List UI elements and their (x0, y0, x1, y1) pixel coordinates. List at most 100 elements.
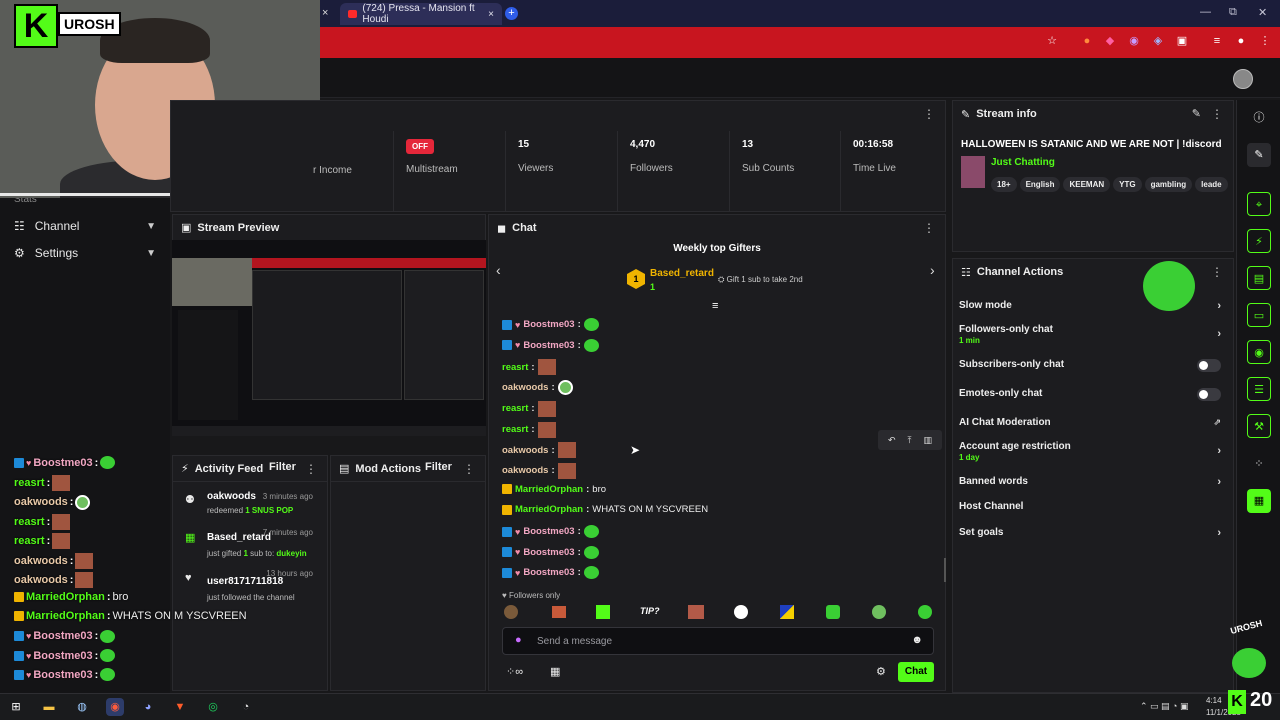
activity-user[interactable]: user8171711818 (207, 576, 284, 587)
emote-button[interactable] (596, 605, 610, 619)
list-icon[interactable]: ☰ (1247, 377, 1271, 401)
chat-scrollbar[interactable] (944, 558, 946, 582)
emote-button[interactable] (552, 606, 566, 618)
discord-icon[interactable]: ◕ (144, 701, 152, 713)
spotify-icon[interactable]: ◎ (208, 701, 218, 713)
stream-preview-video[interactable] (172, 240, 486, 436)
emote-button[interactable]: TIP? (640, 606, 660, 616)
send-chat-button[interactable]: Chat (898, 662, 934, 682)
sidebar-item-settings[interactable]: ⚙ Settings ▼ (0, 240, 168, 266)
document-icon[interactable]: ▤ (1247, 266, 1271, 290)
menu-icon[interactable]: ⋮ (1259, 35, 1271, 47)
media-icon[interactable]: ≡ (1213, 35, 1221, 47)
chevron-left-icon[interactable]: ‹ (496, 262, 501, 278)
broadcast-icon[interactable]: ◉ (1247, 340, 1271, 364)
info-icon[interactable]: ⓘ (1253, 112, 1265, 124)
pin-icon[interactable]: ⤒ (907, 434, 912, 445)
restore-icon[interactable]: ⧉ (1229, 6, 1237, 18)
emote-button[interactable] (504, 605, 518, 619)
chat-username[interactable]: Boostme03 (523, 567, 575, 579)
action-followers-only[interactable]: Followers-only chat 1 min › (959, 324, 1227, 345)
gift-icon[interactable]: ▦ (550, 666, 561, 678)
stream-category[interactable]: Just Chatting (991, 157, 1055, 168)
tab-close-icon[interactable]: × (488, 8, 494, 20)
tag[interactable]: 18+ (991, 177, 1017, 192)
extension-icon[interactable]: ● (1083, 35, 1091, 47)
windows-start-icon[interactable]: ⊞ (11, 701, 21, 713)
extension-icon[interactable]: ◉ (1129, 35, 1139, 47)
clapper-icon[interactable]: ▦ (1247, 489, 1271, 513)
minimize-icon[interactable]: — (1200, 6, 1211, 18)
emotes-only-toggle[interactable] (1197, 388, 1221, 401)
chat-username[interactable]: reasrt (502, 424, 529, 435)
tag[interactable]: leade (1195, 177, 1228, 192)
window-close-icon[interactable]: ✕ (1258, 7, 1268, 19)
tag[interactable]: English (1019, 177, 1061, 192)
emoji-icon[interactable]: ☻ (911, 634, 923, 646)
chat-username[interactable]: Boostme03 (523, 546, 575, 558)
more-icon[interactable]: ⋮ (463, 462, 475, 476)
status-badge[interactable]: OFF (406, 139, 434, 154)
chrome-icon[interactable]: ◉ (106, 698, 124, 716)
reply-icon[interactable]: ↶ (887, 434, 896, 445)
activity-user[interactable]: oakwoods (207, 491, 256, 502)
chat-username[interactable]: oakwoods (14, 496, 68, 509)
chat-username[interactable]: reasrt (14, 535, 45, 548)
more-icon[interactable]: ⋮ (1211, 265, 1223, 279)
avatar[interactable] (1233, 69, 1253, 89)
emote-button[interactable] (872, 605, 886, 619)
more-icon[interactable]: ⋮ (923, 221, 935, 235)
action-account-age[interactable]: Account age restriction 1 day › (959, 441, 1227, 462)
wrench-icon[interactable]: ⚒ (1247, 414, 1271, 438)
chat-username[interactable]: oakwoods (502, 382, 549, 394)
clock-date[interactable]: 11/1/2025 (1206, 708, 1241, 717)
action-slow-mode[interactable]: Slow mode › (959, 300, 1227, 312)
chevron-right-icon[interactable]: › (930, 262, 935, 278)
chat-username[interactable]: reasrt (502, 403, 529, 415)
filter-button[interactable]: Filter (425, 461, 452, 473)
chat-username[interactable]: Boostme03 (33, 456, 93, 469)
chat-username[interactable]: Boostme03 (523, 339, 575, 351)
chat-username[interactable]: oakwoods (502, 465, 549, 477)
chat-username[interactable]: oakwoods (14, 573, 68, 586)
action-host-channel[interactable]: Host Channel (959, 501, 1227, 512)
more-icon[interactable]: ⋮ (1211, 107, 1223, 121)
chat-username[interactable]: MarriedOrphan (26, 591, 105, 604)
subscribers-only-toggle[interactable] (1197, 359, 1221, 372)
new-tab-button[interactable]: + (505, 7, 518, 20)
filter-button[interactable]: Filter (269, 461, 296, 473)
chat-username[interactable]: MarriedOrphan (515, 483, 584, 495)
gift-hint[interactable]: ⛭ Gift 1 sub to take 2nd (718, 275, 803, 284)
clock-time[interactable]: 4:14 (1206, 696, 1222, 705)
gear-icon[interactable]: ⚙ (876, 666, 886, 678)
obs-icon[interactable]: ◔ (242, 701, 250, 713)
bookmark-star-icon[interactable]: ☆ (1047, 35, 1057, 47)
tag[interactable]: YTG (1113, 177, 1142, 192)
brave-icon[interactable]: ▼ (174, 701, 186, 713)
focus-icon[interactable]: ⌖ (1247, 192, 1271, 216)
chat-bubble-icon[interactable]: ▭ (1247, 303, 1271, 327)
action-banned-words[interactable]: Banned words › (959, 476, 1227, 488)
category-thumbnail[interactable] (961, 156, 985, 188)
chat-username[interactable]: MarriedOrphan (26, 610, 105, 623)
points-icon[interactable]: ⁘∞ (506, 666, 524, 678)
browser-tab[interactable]: (724) Pressa - Mansion ft Houdi × (340, 3, 502, 25)
emote-button[interactable] (918, 605, 932, 619)
lightning-icon[interactable]: ⚡ (1247, 229, 1271, 253)
emote-button[interactable] (734, 605, 748, 619)
extension-icon[interactable]: ◈ (1153, 35, 1163, 47)
collapse-icon[interactable]: ≡ (712, 300, 719, 312)
activity-user[interactable]: Based_retard (207, 532, 271, 543)
sidebar-item-stats[interactable]: Stats (0, 192, 168, 206)
chat-username[interactable]: Boostme03 (33, 668, 93, 681)
chat-username[interactable]: oakwoods (14, 554, 68, 567)
emote-button[interactable] (780, 605, 794, 619)
profile-icon[interactable]: ● (1237, 35, 1245, 47)
tab-close-icon[interactable]: × (322, 7, 329, 19)
chat-username[interactable]: reasrt (14, 515, 45, 528)
system-tray-icons[interactable]: ⌃ ▭ ▤ ◔ ▣ (1140, 701, 1189, 711)
more-icon[interactable]: ⋮ (923, 107, 935, 121)
top-gifter-name[interactable]: Based_retard (650, 268, 714, 279)
chat-username[interactable]: Boostme03 (33, 630, 93, 643)
emote-button[interactable] (688, 605, 704, 619)
